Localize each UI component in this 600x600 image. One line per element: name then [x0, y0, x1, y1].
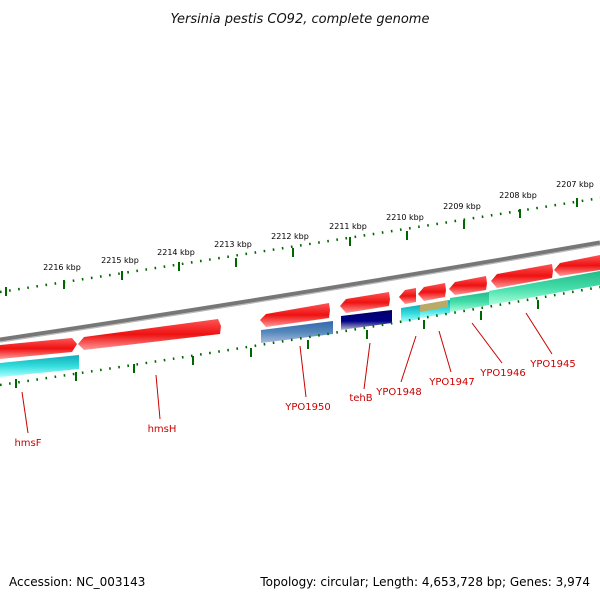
- gene-arrow-YPO1950: [260, 303, 330, 327]
- gene-label-hmsH: hmsH: [148, 424, 177, 435]
- gene-labels: hmsF hmsH YPO1950 tehB YPO1948 YPO1947 Y…: [14, 359, 575, 449]
- outer-scale-track: [0, 196, 600, 294]
- gene-arrow-hmsH: [78, 319, 221, 350]
- tick-label-2216: 2216 kbp: [43, 263, 81, 272]
- cds-tehB: [341, 310, 392, 330]
- cds-YPO1945: [489, 271, 600, 305]
- gene-arrow-YPO1948: [399, 288, 416, 304]
- leader-YPO1947: [438, 330, 452, 373]
- leader-YPO1950: [299, 345, 307, 398]
- inner-major-ticks: [15, 300, 539, 388]
- cds-hmsF: [0, 355, 79, 377]
- outer-tick-labels: 2216 kbp 2215 kbp 2214 kbp 2213 kbp 2212…: [43, 180, 594, 272]
- tick-label-2213: 2213 kbp: [214, 240, 252, 249]
- map-title: Yersinia pestis CO92, complete genome: [171, 12, 430, 27]
- leader-hmsF: [21, 391, 29, 434]
- leader-YPO1945: [525, 312, 553, 355]
- genome-backbone: [0, 240, 600, 343]
- gene-arrow-next: [554, 255, 600, 276]
- gene-arrow-YPO1947: [418, 283, 446, 301]
- genome-summary-text: Topology: circular; Length: 4,653,728 bp…: [259, 575, 590, 589]
- gene-label-YPO1950: YPO1950: [284, 402, 330, 413]
- leader-tehB: [363, 342, 371, 390]
- tick-label-2215: 2215 kbp: [101, 256, 139, 265]
- leader-YPO1948: [400, 335, 417, 383]
- gene-leader-lines: [21, 312, 553, 434]
- cds-YPO1947-domain: [420, 300, 448, 312]
- gene-arrow-hmsF: [0, 338, 77, 359]
- accession-text: Accession: NC_003143: [9, 575, 145, 589]
- gene-arrow-YPO1945: [491, 264, 553, 288]
- gene-label-YPO1948: YPO1948: [375, 387, 421, 398]
- outer-major-ticks: [5, 198, 578, 296]
- gene-label-YPO1945: YPO1945: [529, 359, 575, 370]
- cds-YPO1950: [261, 321, 333, 343]
- gene-label-YPO1946: YPO1946: [479, 368, 525, 379]
- tick-label-2208: 2208 kbp: [499, 191, 537, 200]
- tick-label-2207: 2207 kbp: [556, 180, 594, 189]
- genome-backbone-highlight: [0, 244, 600, 343]
- gene-label-YPO1947: YPO1947: [428, 377, 474, 388]
- gene-arrow-YPO1946: [449, 276, 487, 295]
- cds-YPO1948: [401, 305, 420, 322]
- tick-label-2214: 2214 kbp: [157, 248, 195, 257]
- tick-label-2209: 2209 kbp: [443, 202, 481, 211]
- cds-feature-track: [0, 271, 600, 377]
- gene-label-hmsF: hmsF: [14, 438, 41, 449]
- tick-label-2212: 2212 kbp: [271, 232, 309, 241]
- gene-label-tehB: tehB: [349, 393, 372, 404]
- tick-label-2210: 2210 kbp: [386, 213, 424, 222]
- gene-arrow-tehB: [340, 292, 390, 313]
- forward-gene-track: [0, 255, 600, 359]
- tick-label-2211: 2211 kbp: [329, 222, 367, 231]
- leader-YPO1946: [471, 322, 503, 364]
- leader-hmsH: [155, 374, 161, 420]
- cds-YPO1946: [450, 292, 489, 312]
